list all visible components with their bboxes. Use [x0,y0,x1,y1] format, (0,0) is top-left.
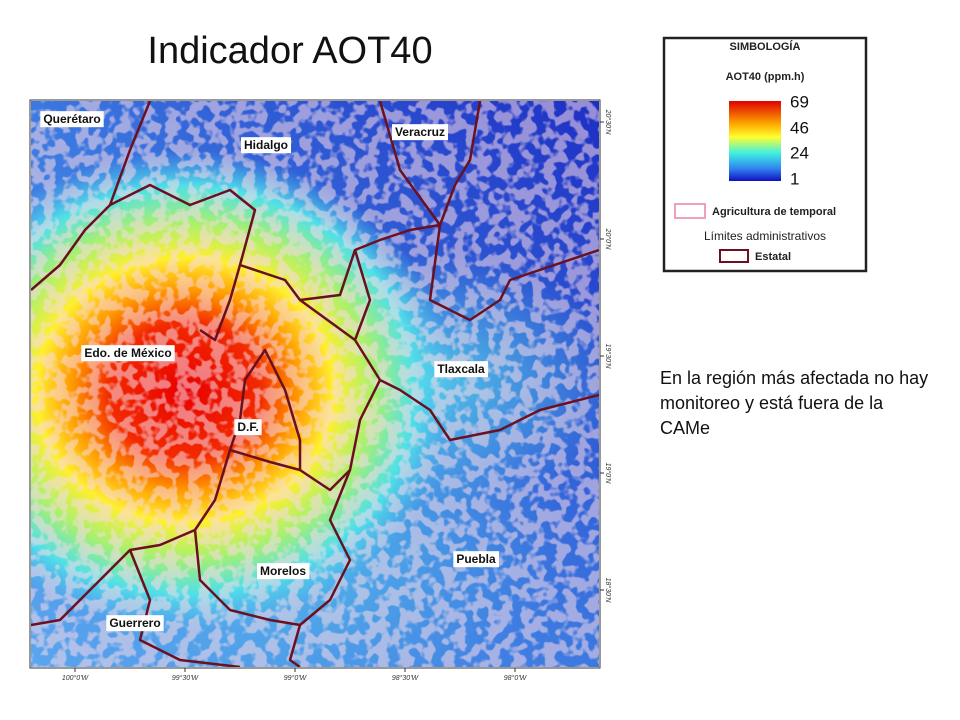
region-label-bg [256,563,310,580]
longitude-label: 99°0'W [284,674,308,682]
region-label: D.F. [237,420,258,434]
region-label: Morelos [260,564,306,578]
region-label-bg [81,345,175,362]
ramp-tick-label: 46 [790,119,809,138]
legend-scale-title: AOT40 (ppm.h) [726,71,805,83]
region-label-bg [391,124,449,141]
region-label: Querétaro [43,112,100,126]
region-label-bg [234,419,262,436]
region-label-bg [241,137,291,154]
latitude-label: 19°0'N [604,463,612,485]
color-ramp [729,101,781,181]
longitude-label: 100°0'W [62,674,90,682]
region-label: Edo. de México [84,346,171,360]
ramp-tick-label: 69 [790,92,809,111]
region-label-bg [453,551,499,568]
note: En la región más afectada no hay monitor… [660,368,929,438]
latitude-label: 20°30'N [604,109,612,136]
legend-state: Estatal [755,251,791,263]
longitude-label: 98°0'W [504,674,528,682]
region-label: Veracruz [395,125,445,139]
latitude-label: 18°30'N [604,578,612,604]
region-label-bg [40,111,104,128]
latitude-label: 20°0'N [604,228,612,251]
ramp-tick-label: 1 [790,169,799,188]
legend-agriculture: Agricultura de temporal [712,206,836,218]
latitude-label: 19°30'N [604,344,612,370]
ramp-tick-label: 24 [790,143,809,162]
legend-limits: Límites administrativos [704,229,826,243]
legend: SIMBOLOGÍA AOT40 (ppm.h) 69 46 24 1 Agricul… [662,36,868,273]
region-label: Tlaxcala [437,362,485,376]
region-label-bg [434,361,489,378]
region-label: Puebla [456,552,496,566]
map-raster [31,101,599,667]
longitude-label: 98°30'W [392,674,420,682]
legend-title: SIMBOLOGÍA [730,40,801,53]
slide-title: Indicador AOT40 [147,30,433,72]
region-label: Hidalgo [244,138,288,152]
region-label: Guerrero [109,616,160,630]
longitude-label: 99°30'W [172,674,200,682]
region-label-bg [106,615,164,632]
